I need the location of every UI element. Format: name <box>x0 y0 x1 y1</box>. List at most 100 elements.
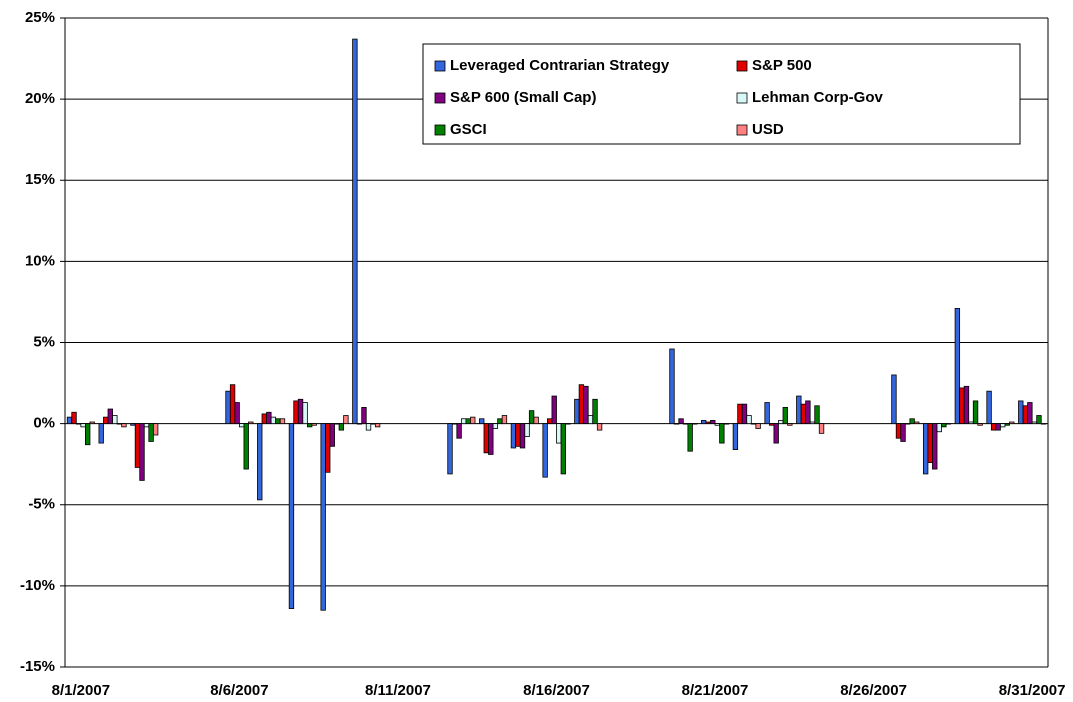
bar <box>329 423 335 447</box>
bar <box>778 419 784 425</box>
bar <box>954 308 961 425</box>
bar <box>741 403 748 425</box>
bar <box>365 423 372 431</box>
bar <box>1018 400 1024 425</box>
bar <box>528 410 535 425</box>
bar <box>456 423 462 439</box>
bar <box>302 402 308 425</box>
bar <box>542 423 548 478</box>
bar <box>895 423 902 439</box>
bar <box>297 398 304 425</box>
bar <box>705 421 711 425</box>
bar <box>374 423 381 428</box>
bar <box>1009 421 1015 425</box>
bar <box>248 421 254 425</box>
bar <box>479 418 485 425</box>
bar <box>986 390 992 425</box>
bar <box>959 387 965 425</box>
bar <box>515 423 521 447</box>
bar <box>266 411 272 425</box>
bar <box>587 415 594 425</box>
bar <box>334 423 340 425</box>
bar <box>737 403 743 425</box>
bar <box>692 423 698 425</box>
bar <box>755 423 761 429</box>
bar <box>547 418 553 425</box>
bar <box>66 416 73 425</box>
bar <box>787 423 793 426</box>
bar <box>465 418 471 425</box>
bar <box>112 415 118 425</box>
bar <box>470 416 476 425</box>
bar <box>995 423 1001 431</box>
bar <box>814 405 820 425</box>
bar <box>71 411 77 425</box>
bar <box>990 423 997 431</box>
x-tick-label: 8/21/2007 <box>682 682 749 699</box>
bar <box>714 423 720 426</box>
bar <box>1000 423 1006 428</box>
bar <box>904 423 911 425</box>
bar <box>701 419 707 425</box>
bar <box>343 415 349 425</box>
bar <box>139 423 145 481</box>
bar <box>669 348 675 425</box>
bar <box>592 398 598 425</box>
x-tick-label: 8/6/2007 <box>210 682 268 699</box>
bar <box>234 402 240 425</box>
bar <box>533 416 539 425</box>
bar <box>451 423 458 425</box>
bar <box>796 395 802 425</box>
bar <box>352 38 358 425</box>
legend-swatch <box>736 124 748 136</box>
bar <box>945 423 952 425</box>
bar <box>932 423 938 470</box>
bar <box>750 423 757 425</box>
bar <box>130 423 136 426</box>
bar <box>370 423 376 425</box>
bar <box>687 423 693 452</box>
bar <box>143 423 150 428</box>
bar <box>338 423 345 431</box>
legend-label: USD <box>752 121 784 138</box>
bar <box>764 402 770 425</box>
bar <box>968 421 974 425</box>
bar <box>243 423 249 470</box>
bar <box>288 423 295 609</box>
legend-swatch <box>434 124 446 136</box>
bar <box>977 423 983 426</box>
bar <box>800 403 807 425</box>
bar <box>1040 423 1047 425</box>
y-tick-label: 0% <box>33 415 55 432</box>
legend-label: GSCI <box>450 121 487 138</box>
legend-swatch <box>736 60 748 72</box>
bar <box>257 423 263 501</box>
bar <box>148 423 154 442</box>
bar <box>239 423 245 428</box>
bar <box>116 423 123 425</box>
x-tick-label: 8/1/2007 <box>52 682 110 699</box>
bar <box>1027 402 1033 425</box>
bar <box>229 384 236 425</box>
bar <box>773 423 779 444</box>
bar <box>732 423 739 450</box>
bar <box>551 395 557 425</box>
bar <box>84 423 91 446</box>
legend-swatch <box>736 92 748 104</box>
legend-box <box>422 43 1021 145</box>
bar <box>768 423 775 426</box>
y-tick-label: 20% <box>25 90 55 107</box>
legend-swatch <box>434 60 446 72</box>
bar <box>524 423 530 438</box>
bar <box>936 423 942 433</box>
bar <box>447 423 453 475</box>
legend-swatch <box>434 92 446 104</box>
bar <box>279 418 286 425</box>
y-tick-label: 25% <box>25 9 55 26</box>
bar <box>510 423 517 449</box>
bar <box>225 390 231 425</box>
bar <box>270 416 277 425</box>
x-tick-label: 8/11/2007 <box>365 682 431 699</box>
y-tick-label: 15% <box>25 171 55 188</box>
